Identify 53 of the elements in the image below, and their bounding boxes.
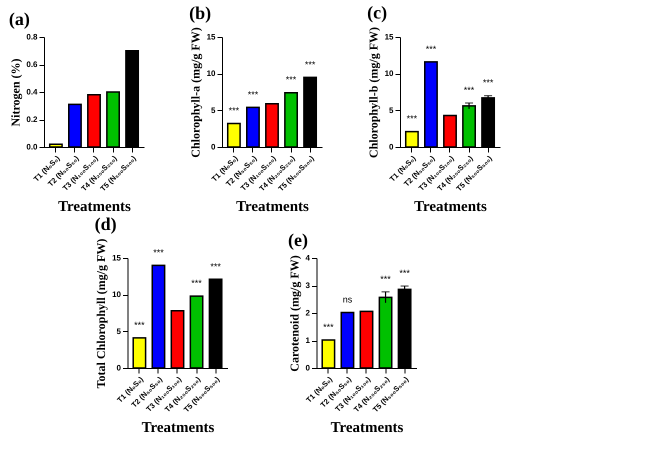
y-axis-title: Total Chlorophyll (mg/g FW) bbox=[94, 238, 108, 388]
chart-title: (a) bbox=[8, 9, 30, 29]
x-axis-title: Treatments bbox=[58, 198, 132, 215]
y-axis-title: Carotenoid (mg/g FW) bbox=[288, 255, 302, 372]
annotation: *** bbox=[323, 322, 334, 332]
y-tick-label: 2 bbox=[306, 308, 311, 318]
y-tick-label: 0.0 bbox=[26, 142, 38, 152]
y-tick-label: 5 bbox=[116, 326, 122, 336]
y-tick-label: 0.4 bbox=[26, 88, 38, 96]
x-axis-title: Treatments bbox=[330, 420, 404, 436]
annotation: ns bbox=[342, 294, 353, 304]
y-tick-label: 15 bbox=[206, 32, 216, 42]
annotation: *** bbox=[426, 44, 437, 54]
y-tick-label: 15 bbox=[384, 32, 394, 42]
y-tick-label: 15 bbox=[112, 254, 122, 262]
y-tick-label: 1 bbox=[306, 336, 311, 345]
y-tick-label: 0.8 bbox=[26, 32, 38, 42]
y-tick-label: 10 bbox=[112, 290, 122, 300]
annotation: *** bbox=[380, 274, 392, 284]
y-tick-label: 5 bbox=[211, 106, 216, 115]
x-axis-title: Treatments bbox=[142, 420, 215, 436]
y-tick-label: 0 bbox=[116, 364, 122, 372]
annotation: *** bbox=[304, 59, 316, 70]
annotation: *** bbox=[482, 78, 494, 88]
y-tick-label: 0 bbox=[389, 142, 394, 152]
x-axis-title: Treatments bbox=[414, 198, 488, 215]
y-tick-label: 0.6 bbox=[26, 60, 38, 69]
y-tick-label: 10 bbox=[206, 69, 216, 78]
y-tick-label: 3 bbox=[306, 281, 311, 290]
y-tick-label: 0.2 bbox=[26, 115, 38, 124]
annotation: *** bbox=[286, 74, 297, 85]
annotation: *** bbox=[248, 89, 259, 100]
annotation: *** bbox=[134, 320, 146, 330]
y-tick-label: 5 bbox=[389, 106, 394, 115]
annotation: *** bbox=[210, 261, 222, 272]
y-axis-title: Chlorophyll-a (mg/g FW) bbox=[188, 27, 203, 158]
chart-title: (b) bbox=[189, 2, 212, 23]
y-tick-label: 4 bbox=[306, 254, 311, 262]
annotation: *** bbox=[228, 106, 240, 116]
y-tick-label: 0 bbox=[306, 364, 311, 372]
y-tick-label: 10 bbox=[384, 69, 394, 78]
y-axis-title: Chlorophyll-b (mg/g FW) bbox=[366, 26, 381, 158]
annotation: *** bbox=[191, 278, 202, 288]
chart-title: (e) bbox=[288, 230, 308, 250]
x-axis-title: Treatments bbox=[236, 198, 310, 215]
annotation: *** bbox=[464, 85, 475, 95]
chart-title: (c) bbox=[367, 2, 388, 22]
chart-title: (d) bbox=[94, 214, 117, 234]
annotation: *** bbox=[399, 268, 410, 278]
annotation: *** bbox=[153, 247, 164, 258]
annotation: *** bbox=[406, 114, 418, 124]
y-tick-label: 0 bbox=[211, 142, 216, 152]
y-axis-title: Nitrogen (%) bbox=[8, 58, 22, 127]
